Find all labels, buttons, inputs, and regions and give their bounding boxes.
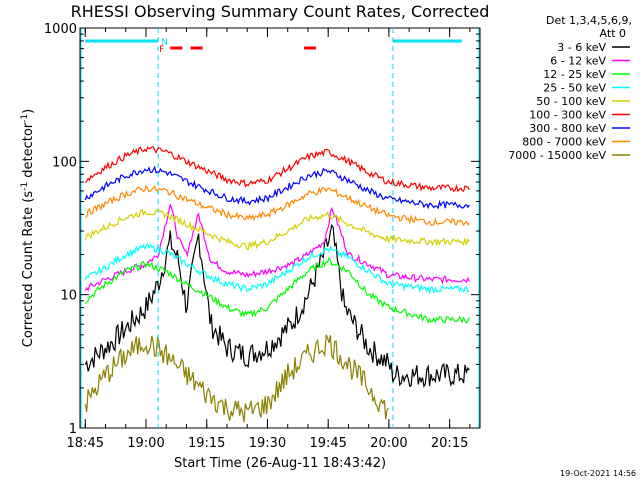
legend-entry-label: 800 - 7000 keV — [522, 136, 606, 149]
series-line — [84, 223, 470, 388]
x-tick-label: 19:00 — [127, 436, 164, 451]
y-axis-label-sup2: -1 — [20, 114, 30, 123]
x-axis-ticks: 18:45 19:00 19:15 19:30 19:45 20:00 20:15 — [67, 28, 471, 451]
legend-entry-label: 100 - 300 keV — [529, 109, 606, 122]
plot-frame — [79, 27, 481, 429]
x-tick-label: 20:15 — [431, 436, 468, 451]
y-axis-label-sup1: -1 — [20, 182, 30, 191]
y-axis-label: Corrected Count Rate (s-1 detector-1) — [20, 109, 36, 347]
legend-entry-label: 7000 - 15000 keV — [508, 149, 606, 162]
flags-layer: NF — [80, 28, 480, 428]
x-axis-label: Start Time (26-Aug-11 18:43:42) — [174, 456, 386, 471]
series-line — [84, 146, 470, 193]
y-tick-label: 100 — [52, 155, 77, 170]
y-axis-label-mid: detector — [21, 122, 36, 182]
y-tick-label: 1000 — [44, 22, 77, 37]
night-flag-label: N — [161, 38, 168, 48]
x-tick-label: 19:45 — [309, 436, 346, 451]
chart-title: RHESSI Observing Summary Count Rates, Co… — [71, 2, 490, 21]
y-tick-label: 10 — [60, 289, 77, 304]
legend-entry-label: 25 - 50 keV — [543, 82, 606, 95]
footer-timestamp: 19-Oct-2021 14:56 — [560, 469, 636, 478]
series-line — [84, 208, 470, 251]
series-line — [84, 242, 470, 295]
plot-area: NF 18:45 19:00 19:15 19:30 19:45 20:00 20:15 1… — [44, 22, 481, 451]
flare-flag-label: F — [159, 45, 164, 55]
x-tick-label: 19:15 — [188, 436, 225, 451]
legend-header-line-1: Det 1,3,4,5,6,9, — [546, 14, 632, 27]
series-line — [84, 204, 470, 292]
legend-header-line-2: Att 0 — [600, 27, 626, 40]
y-axis-ticks: 1 10 100 1000 — [44, 22, 480, 437]
series-line — [84, 256, 470, 325]
series-layer — [84, 146, 470, 423]
legend-entry-label: 50 - 100 keV — [536, 95, 606, 108]
legend-entry-label: 12 - 25 keV — [543, 68, 606, 81]
series-line — [84, 334, 389, 423]
y-axis-label-end: ) — [21, 109, 36, 114]
series-line — [84, 165, 470, 210]
legend-entry-label: 300 - 800 keV — [529, 122, 606, 135]
series-line — [85, 184, 470, 227]
x-tick-label: 20:00 — [370, 436, 407, 451]
legend-entry-label: 6 - 12 keV — [550, 55, 606, 68]
legend-entry-label: 3 - 6 keV — [557, 41, 606, 54]
y-axis-label-main: Corrected Count Rate (s — [21, 191, 36, 348]
x-tick-label: 19:30 — [249, 436, 286, 451]
y-tick-label: 1 — [69, 422, 77, 437]
x-tick-label: 18:45 — [67, 436, 104, 451]
